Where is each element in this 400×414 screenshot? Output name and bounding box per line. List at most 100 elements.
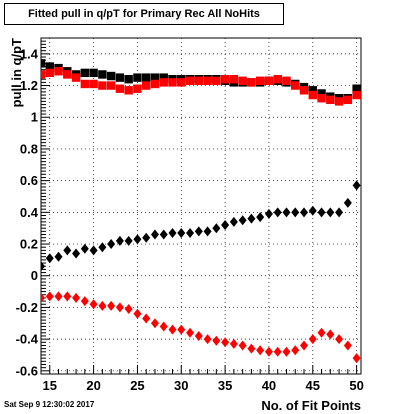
data-point-series-1 — [115, 84, 125, 93]
data-point-series-2 — [308, 205, 317, 216]
data-point-series-1 — [54, 67, 63, 76]
data-point-series-2 — [80, 243, 89, 254]
data-point-series-3 — [282, 346, 291, 357]
data-point-series-3 — [72, 292, 81, 303]
data-point-series-1 — [273, 75, 282, 84]
x-tick-label: 45 — [306, 378, 320, 393]
data-point-series-2 — [352, 180, 361, 191]
data-point-series-1 — [220, 75, 230, 84]
data-point-series-3 — [168, 324, 177, 335]
data-point-series-1 — [142, 81, 151, 90]
data-point-series-0 — [41, 59, 46, 68]
data-point-series-1 — [308, 90, 317, 100]
data-point-series-2 — [133, 234, 142, 245]
data-point-series-3 — [107, 300, 116, 311]
data-point-series-0 — [317, 89, 326, 98]
data-point-series-2 — [326, 207, 335, 218]
data-point-series-2 — [300, 207, 309, 218]
chart-title-box: Fitted pull in q/pT for Primary Rec All … — [4, 3, 284, 25]
data-point-series-2 — [54, 251, 63, 262]
data-point-series-3 — [159, 321, 168, 332]
data-point-series-3 — [291, 345, 300, 356]
data-point-series-1 — [282, 76, 291, 85]
data-point-series-3 — [80, 296, 89, 307]
data-point-series-1 — [203, 76, 212, 85]
y-tick-label: -0.6 — [16, 363, 38, 378]
x-tick-label: 50 — [349, 378, 363, 393]
data-point-series-3 — [41, 292, 45, 303]
data-point-series-3 — [308, 334, 317, 345]
data-point-series-0 — [352, 84, 361, 93]
chart-title: Fitted pull in q/pT for Primary Rec All … — [28, 8, 260, 20]
y-tick-label: -0.4 — [16, 332, 39, 347]
data-point-series-1 — [255, 76, 265, 85]
data-point-series-2 — [124, 235, 133, 246]
data-point-series-2 — [335, 207, 344, 218]
data-point-series-3 — [300, 340, 309, 351]
data-point-series-1 — [334, 97, 344, 106]
y-axis-title: pull in q/pT — [9, 38, 24, 107]
data-point-series-2 — [89, 245, 98, 256]
data-point-series-1 — [299, 86, 309, 95]
data-point-series-2 — [212, 223, 221, 234]
data-point-series-0 — [89, 68, 98, 78]
data-point-series-0 — [133, 73, 142, 82]
data-point-series-0 — [80, 68, 90, 78]
data-point-series-2 — [72, 248, 81, 259]
data-point-series-0 — [142, 73, 151, 82]
data-point-series-3 — [124, 304, 133, 315]
data-point-series-3 — [352, 353, 361, 364]
data-point-series-2 — [159, 229, 168, 240]
data-point-series-2 — [221, 220, 230, 231]
data-point-series-0 — [124, 75, 133, 84]
data-point-series-3 — [221, 337, 230, 348]
data-point-series-1 — [124, 86, 133, 95]
y-tick-label: 0.8 — [20, 141, 38, 156]
y-tick-label: 1.4 — [20, 46, 39, 61]
x-tick-label: 40 — [262, 378, 276, 393]
data-point-series-1 — [264, 76, 274, 85]
data-point-series-1 — [41, 70, 46, 79]
y-tick-label: 0 — [31, 268, 38, 283]
data-point-series-3 — [247, 343, 256, 354]
data-point-series-2 — [150, 229, 159, 240]
data-point-series-2 — [186, 227, 195, 238]
data-point-series-3 — [142, 313, 151, 324]
x-tick-label: 20 — [86, 378, 100, 393]
x-tick-label: 30 — [174, 378, 188, 393]
data-point-series-3 — [273, 346, 282, 357]
data-point-series-0 — [106, 71, 116, 81]
y-tick-label: 0.6 — [20, 173, 38, 188]
data-point-series-2 — [273, 207, 282, 218]
y-tick-label: 1.2 — [20, 78, 38, 93]
data-point-series-2 — [247, 213, 256, 224]
data-point-series-1 — [133, 84, 142, 93]
timestamp: Sat Sep 9 12:30:02 2017 — [4, 400, 95, 409]
data-point-series-2 — [291, 207, 300, 218]
data-point-series-1 — [343, 95, 353, 105]
data-point-series-1 — [212, 76, 221, 85]
data-point-series-3 — [186, 327, 195, 338]
data-point-series-1 — [229, 75, 239, 84]
data-point-series-0 — [159, 73, 168, 82]
data-point-series-1 — [98, 81, 107, 90]
data-point-series-1 — [247, 78, 256, 87]
x-tick-label: 15 — [43, 378, 57, 393]
data-point-series-1 — [106, 81, 116, 90]
data-point-series-2 — [256, 212, 265, 223]
data-point-series-3 — [343, 340, 352, 351]
data-point-series-2 — [177, 227, 186, 238]
data-point-series-3 — [326, 329, 335, 340]
data-point-series-1 — [352, 90, 361, 100]
y-tick-label: 0.2 — [20, 237, 38, 252]
data-point-series-3 — [54, 291, 63, 302]
data-point-series-2 — [343, 197, 352, 208]
y-tick-label: -0.2 — [16, 300, 38, 315]
data-point-series-1 — [326, 95, 335, 105]
data-point-series-3 — [203, 334, 212, 345]
data-point-series-1 — [194, 76, 204, 85]
data-point-series-3 — [335, 334, 344, 345]
data-point-series-3 — [98, 300, 107, 311]
data-point-series-0 — [150, 73, 160, 82]
